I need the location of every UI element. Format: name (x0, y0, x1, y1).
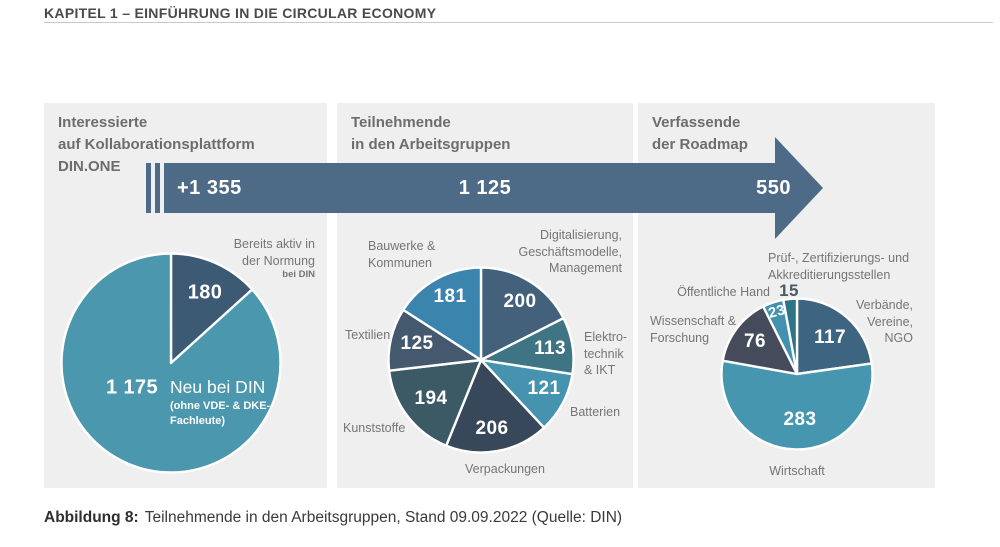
pie-callout-neu-sub: (ohne VDE- & DKE- Fachleute) (170, 400, 271, 427)
caption-label: Abbildung 8: (44, 509, 139, 526)
arrow-tick-1 (146, 163, 151, 213)
pie-value-pruefstellen: 15 (779, 281, 799, 300)
pie-value-aktiv: 180 (187, 281, 223, 304)
pie-value-verbaende: 117 (814, 327, 846, 348)
pie-callout-digitalisierung: Digitalisierung, Geschäftsmodelle, Manag… (518, 228, 622, 275)
arrow-band (164, 163, 775, 213)
pie-slice (479, 266, 565, 362)
pie-value-verpackungen: 206 (475, 418, 509, 439)
pie-value-neu: 1 175 (105, 376, 159, 399)
pie-value-kunststoffe: 194 (414, 388, 448, 409)
arrow-value-1: +1 355 (177, 177, 242, 199)
arrow-value-2: 1 125 (458, 177, 512, 199)
pie-chart-dinone (60, 252, 282, 474)
pie-callout-pruefstellen: Prüf-, Zertifizierungs- und Akkreditieru… (768, 251, 910, 282)
pie-callout-textilien: Textilien (345, 328, 391, 342)
pie-slice (169, 252, 254, 365)
pie-slice (720, 359, 874, 451)
pie-slice (387, 358, 483, 447)
pie-slice (402, 266, 483, 362)
pie-value-batterien: 121 (527, 378, 561, 399)
pie-value-wissenschaft: 76 (744, 331, 766, 352)
pie-chart-roadmap (720, 297, 874, 451)
pie-value-digitalisierung: 200 (503, 291, 537, 312)
pie-callout-elektrotechnik: Elektro- technik & IKT (584, 330, 628, 377)
page-title: KAPITEL 1 – EINFÜHRUNG IN DIE CIRCULAR E… (44, 5, 437, 21)
pie-callout-batterien: Batterien (570, 405, 621, 419)
arrow-value-3: 550 (756, 177, 791, 199)
pie-callout-wirtschaft: Wirtschaft (769, 464, 825, 478)
pie-value-bauwerke: 181 (433, 286, 467, 307)
pie-slice (795, 297, 873, 376)
pie-callout-verpackungen: Verpackungen (465, 462, 545, 476)
pie-callout-bauwerke: Bauwerke & Kommunen (368, 239, 436, 270)
pie-callout-aktiv-sub: bei DIN (282, 269, 315, 280)
pie-callout-verbaende: Verbände, Vereine, NGO (856, 298, 913, 345)
stage-title-3: Verfassende der Roadmap (652, 114, 748, 153)
arrow-tick-2 (155, 163, 160, 213)
header-divider (44, 22, 993, 23)
figure-caption: Abbildung 8: Teilnehmende in den Arbeitsg… (44, 509, 622, 527)
pie-slice (782, 297, 799, 376)
pie-slice (444, 358, 546, 454)
arrow-head (775, 137, 823, 239)
stage-title-2: Teilnehmende in den Arbeitsgruppen (351, 114, 511, 153)
pie-callout-neu: Neu bei DIN (170, 377, 266, 397)
pie-callout-oeffentliche-hand: Öffentliche Hand (677, 285, 770, 299)
pie-callout-wissenschaft: Wissenschaft & Forschung (650, 314, 737, 345)
pie-slice (721, 305, 799, 376)
caption-text: Teilnehmende in den Arbeitsgruppen, Stan… (144, 509, 623, 526)
pie-value-elektrotechnik: 113 (534, 338, 566, 359)
pie-callout-kunststoffe: Kunststoffe (343, 421, 406, 435)
pie-slice (60, 252, 282, 474)
pie-chart-arbeitsgruppen (387, 266, 575, 454)
pie-value-wirtschaft: 283 (783, 409, 817, 430)
pie-callout-aktiv: Bereits aktiv in der Normung (233, 237, 315, 268)
pie-value-textilien: 125 (400, 333, 434, 354)
stage-title-1: Interessierte auf Kollaborationsplattfor… (58, 114, 255, 175)
